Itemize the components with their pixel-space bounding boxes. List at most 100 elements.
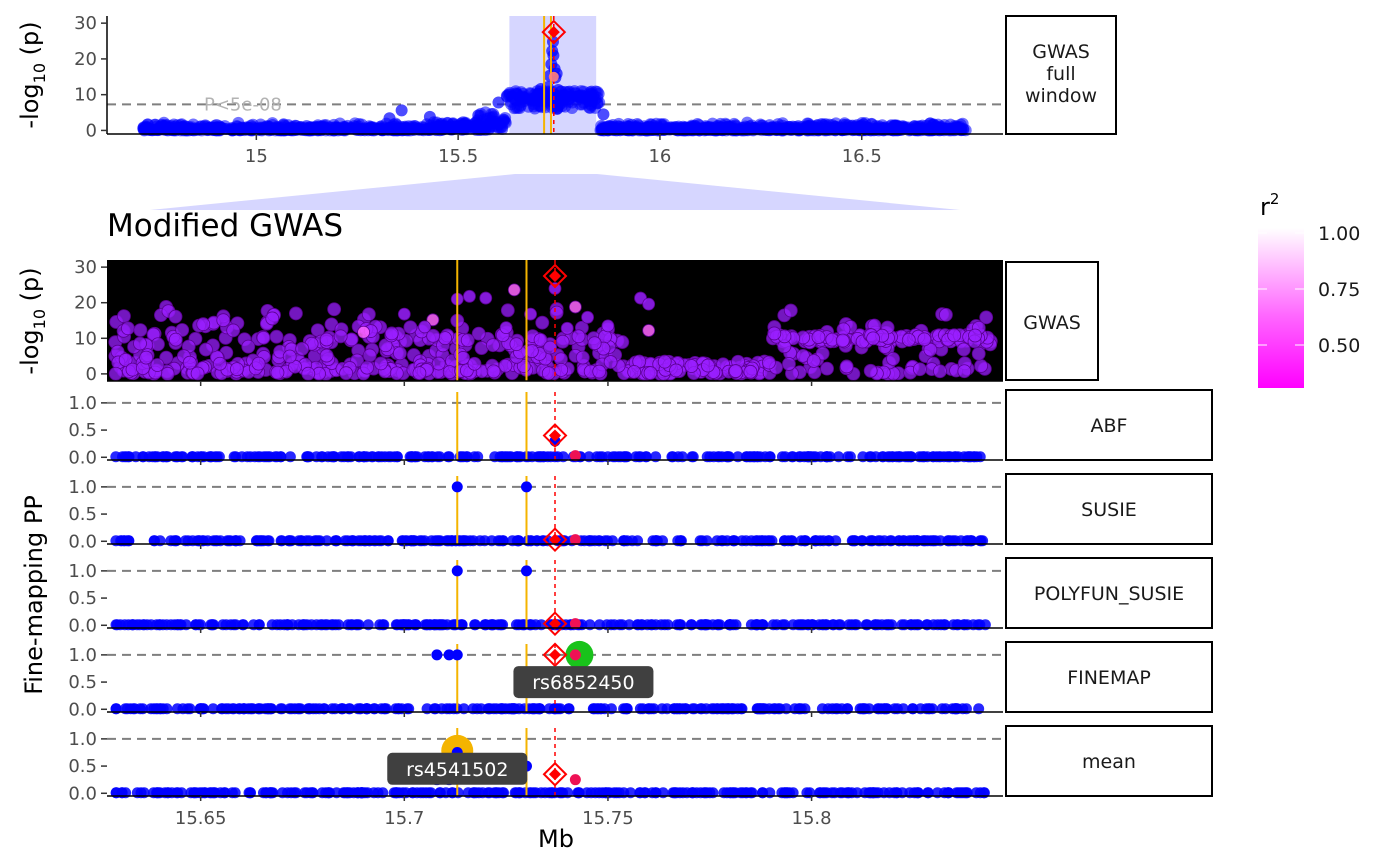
fm-y-tick-label: 0.5 — [68, 504, 97, 525]
gwas-snp-point — [627, 365, 642, 379]
gwas-peak-point — [507, 283, 521, 297]
gwas-snp-point — [979, 310, 994, 325]
overview-peak-point — [569, 87, 582, 100]
overview-x-tick-label: 15 — [245, 146, 268, 167]
zoom-x-tick-label: 15.7 — [384, 808, 424, 829]
overview-snp-point — [944, 122, 957, 135]
gwas-snp-point — [159, 350, 174, 365]
overview-y-tick-label: 10 — [74, 85, 97, 106]
gwas-snp-point — [957, 364, 972, 379]
gwas-snp-point — [289, 306, 303, 321]
gwas-snp-point — [150, 358, 165, 372]
gwas-snp-point — [603, 355, 618, 369]
fine-mapping-ylabel: Fine-mapping PP — [20, 495, 48, 695]
gwas-snp-point — [728, 364, 743, 378]
fm-y-tick-label: 0.0 — [68, 783, 97, 804]
gwas-snp-point — [471, 326, 486, 341]
zoom-x-tick-label: 15.8 — [792, 808, 832, 829]
fm-pp-point — [443, 649, 455, 661]
gwas-peak-point — [568, 300, 582, 314]
gwas-snp-point — [839, 359, 854, 374]
gwas-snp-point — [168, 309, 183, 324]
fm-y-tick-label: 0.5 — [68, 672, 97, 693]
gwas-snp-point — [319, 332, 334, 347]
fm-lead-snp-fill — [548, 768, 562, 781]
gwas-snp-point — [213, 356, 227, 371]
gwas-peak-point — [357, 325, 370, 339]
fm-pp-point — [569, 774, 581, 786]
gwas-y-tick-label: 10 — [74, 328, 97, 349]
overview-peak-point — [472, 109, 485, 122]
overview-snp-point — [213, 121, 226, 134]
overview-snp-point — [298, 124, 311, 137]
gwas-snp-point — [393, 346, 407, 361]
gwas-snp-point — [251, 356, 266, 371]
gwas-snp-point — [108, 366, 123, 381]
overview-snp-point — [242, 121, 255, 134]
gwas-y-tick-label: 0 — [86, 364, 97, 385]
fm-y-tick-label: 1.0 — [68, 561, 97, 582]
fm-facet-label: ABF — [1091, 415, 1128, 437]
gwas-snp-point — [933, 364, 947, 379]
gwas-peak-point — [601, 319, 615, 333]
fm-facet-box — [1005, 557, 1213, 629]
gwas-snp-point — [761, 355, 776, 370]
gwas-snp-point — [575, 350, 590, 365]
fm-lead-snp-outline — [542, 611, 568, 637]
gwas-ylabel: -log10 (p) — [16, 267, 49, 374]
gwas-peak-point — [642, 324, 656, 337]
gwas-snp-point — [866, 331, 881, 346]
gwas-snp-point — [175, 323, 190, 337]
gwas-peak-point — [463, 289, 476, 303]
gwas-snp-point — [442, 365, 457, 380]
fm-facet-box — [1005, 473, 1213, 545]
overview-snp-point — [875, 121, 888, 134]
fm-pp-point — [569, 534, 581, 546]
gwas-snp-point — [555, 334, 570, 349]
gwas-snp-point — [783, 303, 798, 318]
gwas-snp-point — [486, 338, 500, 353]
gwas-snp-point — [133, 336, 147, 351]
gwas-snp-point — [669, 363, 683, 378]
legend-title: r2 — [1260, 190, 1279, 221]
fm-y-tick-label: 0.0 — [68, 699, 97, 720]
fm-y-tick-label: 0.5 — [68, 588, 97, 609]
fm-pp-point — [451, 565, 463, 577]
overview-ylabel: -log10 (p) — [16, 21, 49, 128]
snp-label-text: rs4541502 — [406, 759, 508, 781]
gwas-snp-point — [571, 329, 586, 344]
overview-snp-point — [904, 123, 917, 136]
overview-peak-point — [558, 89, 571, 102]
gwas-snp-point — [657, 354, 672, 369]
fm-y-tick-label: 0.0 — [68, 615, 97, 636]
overview-snp-point — [349, 121, 362, 134]
fm-facet-label: SUSIE — [1081, 499, 1137, 521]
fm-y-tick-label: 1.0 — [68, 477, 97, 498]
gwas-snp-point — [643, 366, 658, 380]
snp-label-box — [513, 666, 654, 699]
gwas-snp-point — [230, 362, 244, 377]
legend-tick-1: 1.00 — [1318, 223, 1360, 245]
gwas-snp-point — [886, 351, 900, 366]
gwas-snp-point — [269, 329, 284, 344]
overview-snp-point — [282, 122, 295, 135]
gwas-peak-point — [426, 313, 440, 327]
gwas-peak-point — [499, 321, 513, 335]
x-axis-label: Mb — [538, 825, 574, 853]
gwas-snp-point — [438, 331, 453, 346]
gwas-snp-point — [968, 328, 982, 343]
fm-facet-label: POLYFUN_SUSIE — [1034, 583, 1184, 605]
gwas-snp-point — [500, 303, 515, 318]
gwas-snp-point — [403, 320, 418, 335]
gwas-snp-point — [549, 305, 564, 320]
gwas-snp-point — [820, 361, 834, 376]
fm-pp-point — [569, 649, 581, 661]
fm-lead-snp-fill — [548, 648, 562, 661]
gwas-snp-point — [360, 360, 374, 375]
fm-lead-snp-fill — [548, 429, 562, 442]
overview-snp-point — [511, 101, 524, 114]
fm-pp-point — [569, 450, 581, 462]
gwas-snp-point — [121, 321, 135, 336]
gwas-lead-snp-outline — [542, 263, 568, 289]
gwas-snp-point — [743, 364, 758, 379]
